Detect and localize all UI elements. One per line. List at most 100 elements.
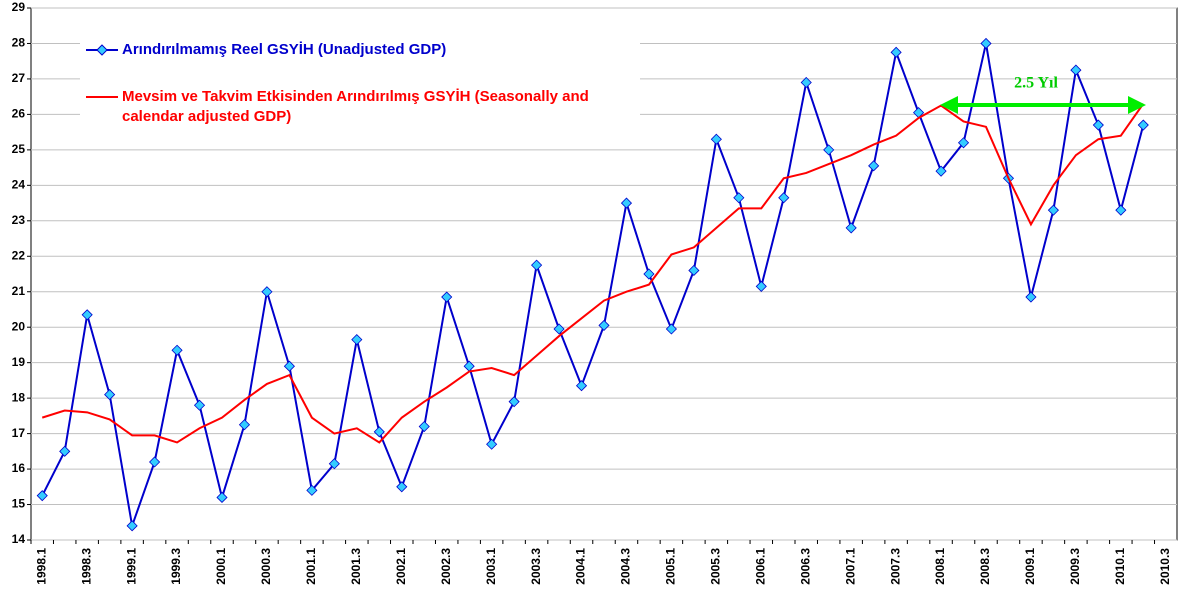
marker: [1115, 204, 1127, 216]
legend-label: Arındırılmamış Reel GSYİH (Unadjusted GD…: [122, 41, 447, 58]
marker: [980, 37, 992, 50]
series-line: [41, 103, 1145, 444]
x-tick-label: 1999.1: [124, 548, 138, 585]
marker: [755, 280, 767, 292]
marker: [328, 458, 340, 470]
marker: [283, 360, 295, 372]
marker: [508, 396, 520, 408]
x-tick-label: 2002.3: [439, 548, 453, 585]
marker: [216, 491, 228, 504]
marker: [396, 481, 408, 493]
x-tick-label: 2007.1: [843, 548, 857, 585]
x-tick-label: 2003.1: [484, 548, 498, 585]
x-tick-label: 1999.3: [169, 548, 183, 585]
marker: [575, 380, 588, 392]
annotation: 2.5 Yıl: [1014, 75, 1058, 92]
marker: [441, 291, 453, 303]
marker: [261, 286, 273, 298]
x-tick-label: 2006.1: [753, 548, 767, 585]
y-tick-label: 14: [12, 532, 26, 546]
marker: [306, 484, 318, 496]
x-tick-label: 2007.3: [888, 548, 902, 585]
y-tick-label: 22: [12, 248, 26, 262]
marker: [710, 133, 722, 145]
x-tick-label: 2004.3: [619, 548, 633, 585]
marker: [418, 420, 430, 433]
x-tick-label: 1998.3: [79, 548, 93, 585]
marker: [126, 520, 138, 532]
marker: [957, 137, 970, 149]
x-tick-label: 2000.3: [259, 548, 273, 585]
legend-label: Mevsim ve Takvim Etkisinden Arındırılmış…: [122, 88, 589, 125]
marker: [598, 319, 610, 331]
marker: [643, 268, 655, 280]
marker: [486, 438, 498, 450]
marker: [171, 344, 183, 356]
marker: [1092, 119, 1104, 131]
x-tick-label: 2008.3: [978, 548, 992, 585]
marker: [778, 192, 790, 204]
marker: [36, 490, 48, 502]
legend-box: [80, 32, 640, 140]
x-tick-label: 2009.1: [1023, 548, 1037, 585]
marker: [868, 160, 880, 172]
marker: [238, 419, 251, 431]
marker: [553, 323, 565, 335]
marker: [81, 309, 93, 321]
x-tick-label: 2006.3: [798, 548, 812, 585]
y-tick-label: 15: [12, 497, 26, 511]
y-tick-label: 26: [12, 107, 26, 121]
y-tick-label: 29: [12, 0, 26, 14]
x-tick-label: 2001.1: [304, 548, 318, 585]
x-tick-label: 2005.3: [709, 548, 723, 585]
y-tick-label: 20: [12, 319, 26, 333]
marker: [1047, 204, 1059, 216]
y-tick-label: 27: [12, 71, 26, 85]
marker: [149, 456, 161, 468]
marker: [890, 46, 902, 58]
y-tick-label: 28: [12, 36, 26, 50]
marker: [1025, 291, 1037, 303]
marker: [373, 426, 385, 438]
marker: [1070, 64, 1082, 76]
marker: [733, 192, 745, 204]
marker: [823, 144, 835, 156]
marker: [688, 264, 700, 277]
y-tick-label: 16: [12, 461, 26, 475]
x-tick-label: 2003.3: [529, 548, 543, 585]
marker: [620, 197, 633, 209]
x-tick-label: 2008.1: [933, 548, 947, 585]
x-tick-label: 2009.3: [1068, 548, 1082, 585]
x-tick-label: 2004.1: [574, 548, 588, 585]
y-tick-label: 18: [12, 390, 26, 404]
marker: [665, 323, 677, 335]
marker: [1137, 119, 1149, 131]
marker: [59, 445, 71, 457]
x-tick-label: 1998.1: [34, 548, 48, 585]
legend-marker: [96, 44, 108, 56]
x-tick-label: 2010.3: [1158, 548, 1172, 585]
x-tick-label: 2005.1: [664, 548, 678, 585]
y-tick-label: 23: [12, 213, 26, 227]
marker: [845, 222, 857, 234]
y-tick-label: 17: [12, 426, 26, 440]
x-tick-label: 2010.1: [1113, 548, 1127, 585]
y-tick-label: 19: [12, 355, 26, 369]
x-tick-label: 2000.1: [214, 548, 228, 585]
arrow-head: [940, 96, 958, 114]
arrow-head: [1128, 96, 1146, 114]
marker: [104, 389, 116, 401]
y-tick-label: 25: [12, 142, 26, 156]
y-tick-label: 24: [12, 178, 26, 192]
marker: [800, 76, 812, 89]
marker: [193, 399, 206, 411]
x-tick-label: 2001.3: [349, 548, 363, 585]
marker: [351, 334, 363, 346]
marker: [531, 259, 543, 271]
y-tick-label: 21: [12, 284, 26, 298]
x-tick-label: 2002.1: [394, 548, 408, 585]
series-line: [41, 43, 1145, 530]
marker: [935, 165, 947, 177]
